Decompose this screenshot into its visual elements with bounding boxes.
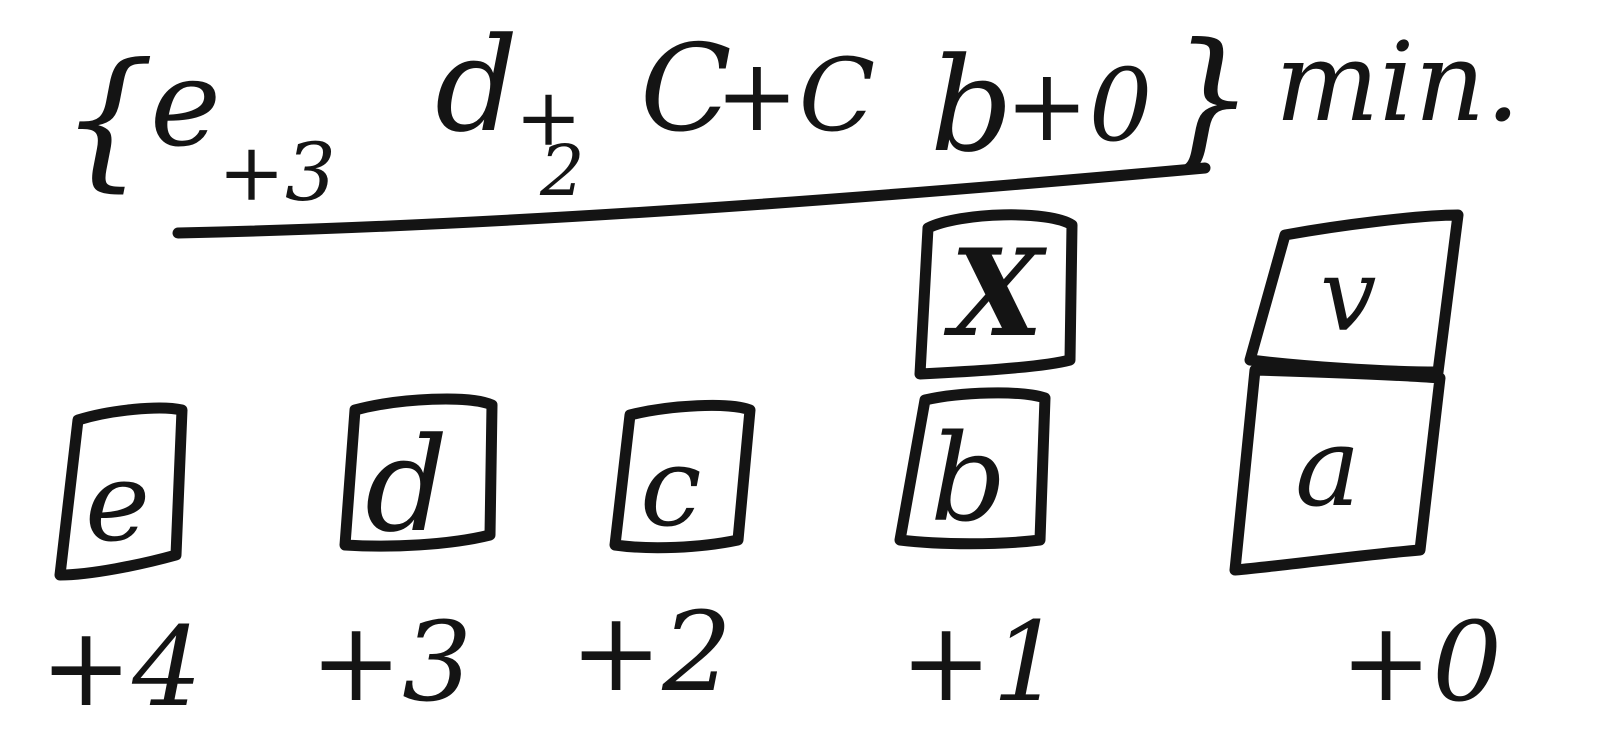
formula-term-e: e: [150, 35, 221, 174]
formula-close-brace: }: [1160, 12, 1255, 186]
formula-term-d-sub: +: [515, 71, 582, 164]
stacked-box-x: X: [914, 209, 1078, 380]
formula-term-e-sub: +3: [218, 126, 336, 219]
box-c-letter: c: [640, 423, 702, 551]
stacked-box-v: v: [1244, 209, 1464, 378]
box-e-label: +4: [40, 603, 202, 731]
formula-underline: [172, 162, 1211, 239]
box-a: a +0: [1229, 364, 1502, 726]
box-b-letter: b: [930, 410, 1007, 549]
formula-term-d: d: [435, 9, 518, 161]
formula-term-b-sub: +0: [1005, 47, 1152, 164]
box-d-letter: d: [365, 409, 448, 561]
box-b-label: +1: [900, 598, 1062, 726]
box-d: d +3: [310, 393, 498, 726]
box-e: e +4: [40, 402, 202, 731]
formula: { e +3 d + 2 C +C b +0 } min.: [60, 9, 1520, 219]
formula-term-c-sub: +C: [715, 37, 875, 154]
stacked-box-v-letter: v: [1320, 237, 1377, 354]
formula-term-d-sub-extra: 2: [539, 130, 585, 212]
box-e-letter: e: [85, 438, 150, 566]
stacked-box-x-letter: X: [943, 223, 1047, 364]
box-a-letter: a: [1295, 403, 1361, 531]
formula-open-brace: {: [60, 32, 155, 206]
box-d-label: +3: [310, 598, 472, 726]
formula-suffix: min.: [1275, 18, 1520, 146]
box-b: b +1: [894, 387, 1062, 726]
formula-term-b: b: [930, 29, 1013, 181]
box-a-label: +0: [1340, 598, 1502, 726]
formula-term-c: C: [640, 20, 732, 159]
box-c: c +2: [570, 399, 756, 716]
box-c-label: +2: [570, 588, 732, 716]
